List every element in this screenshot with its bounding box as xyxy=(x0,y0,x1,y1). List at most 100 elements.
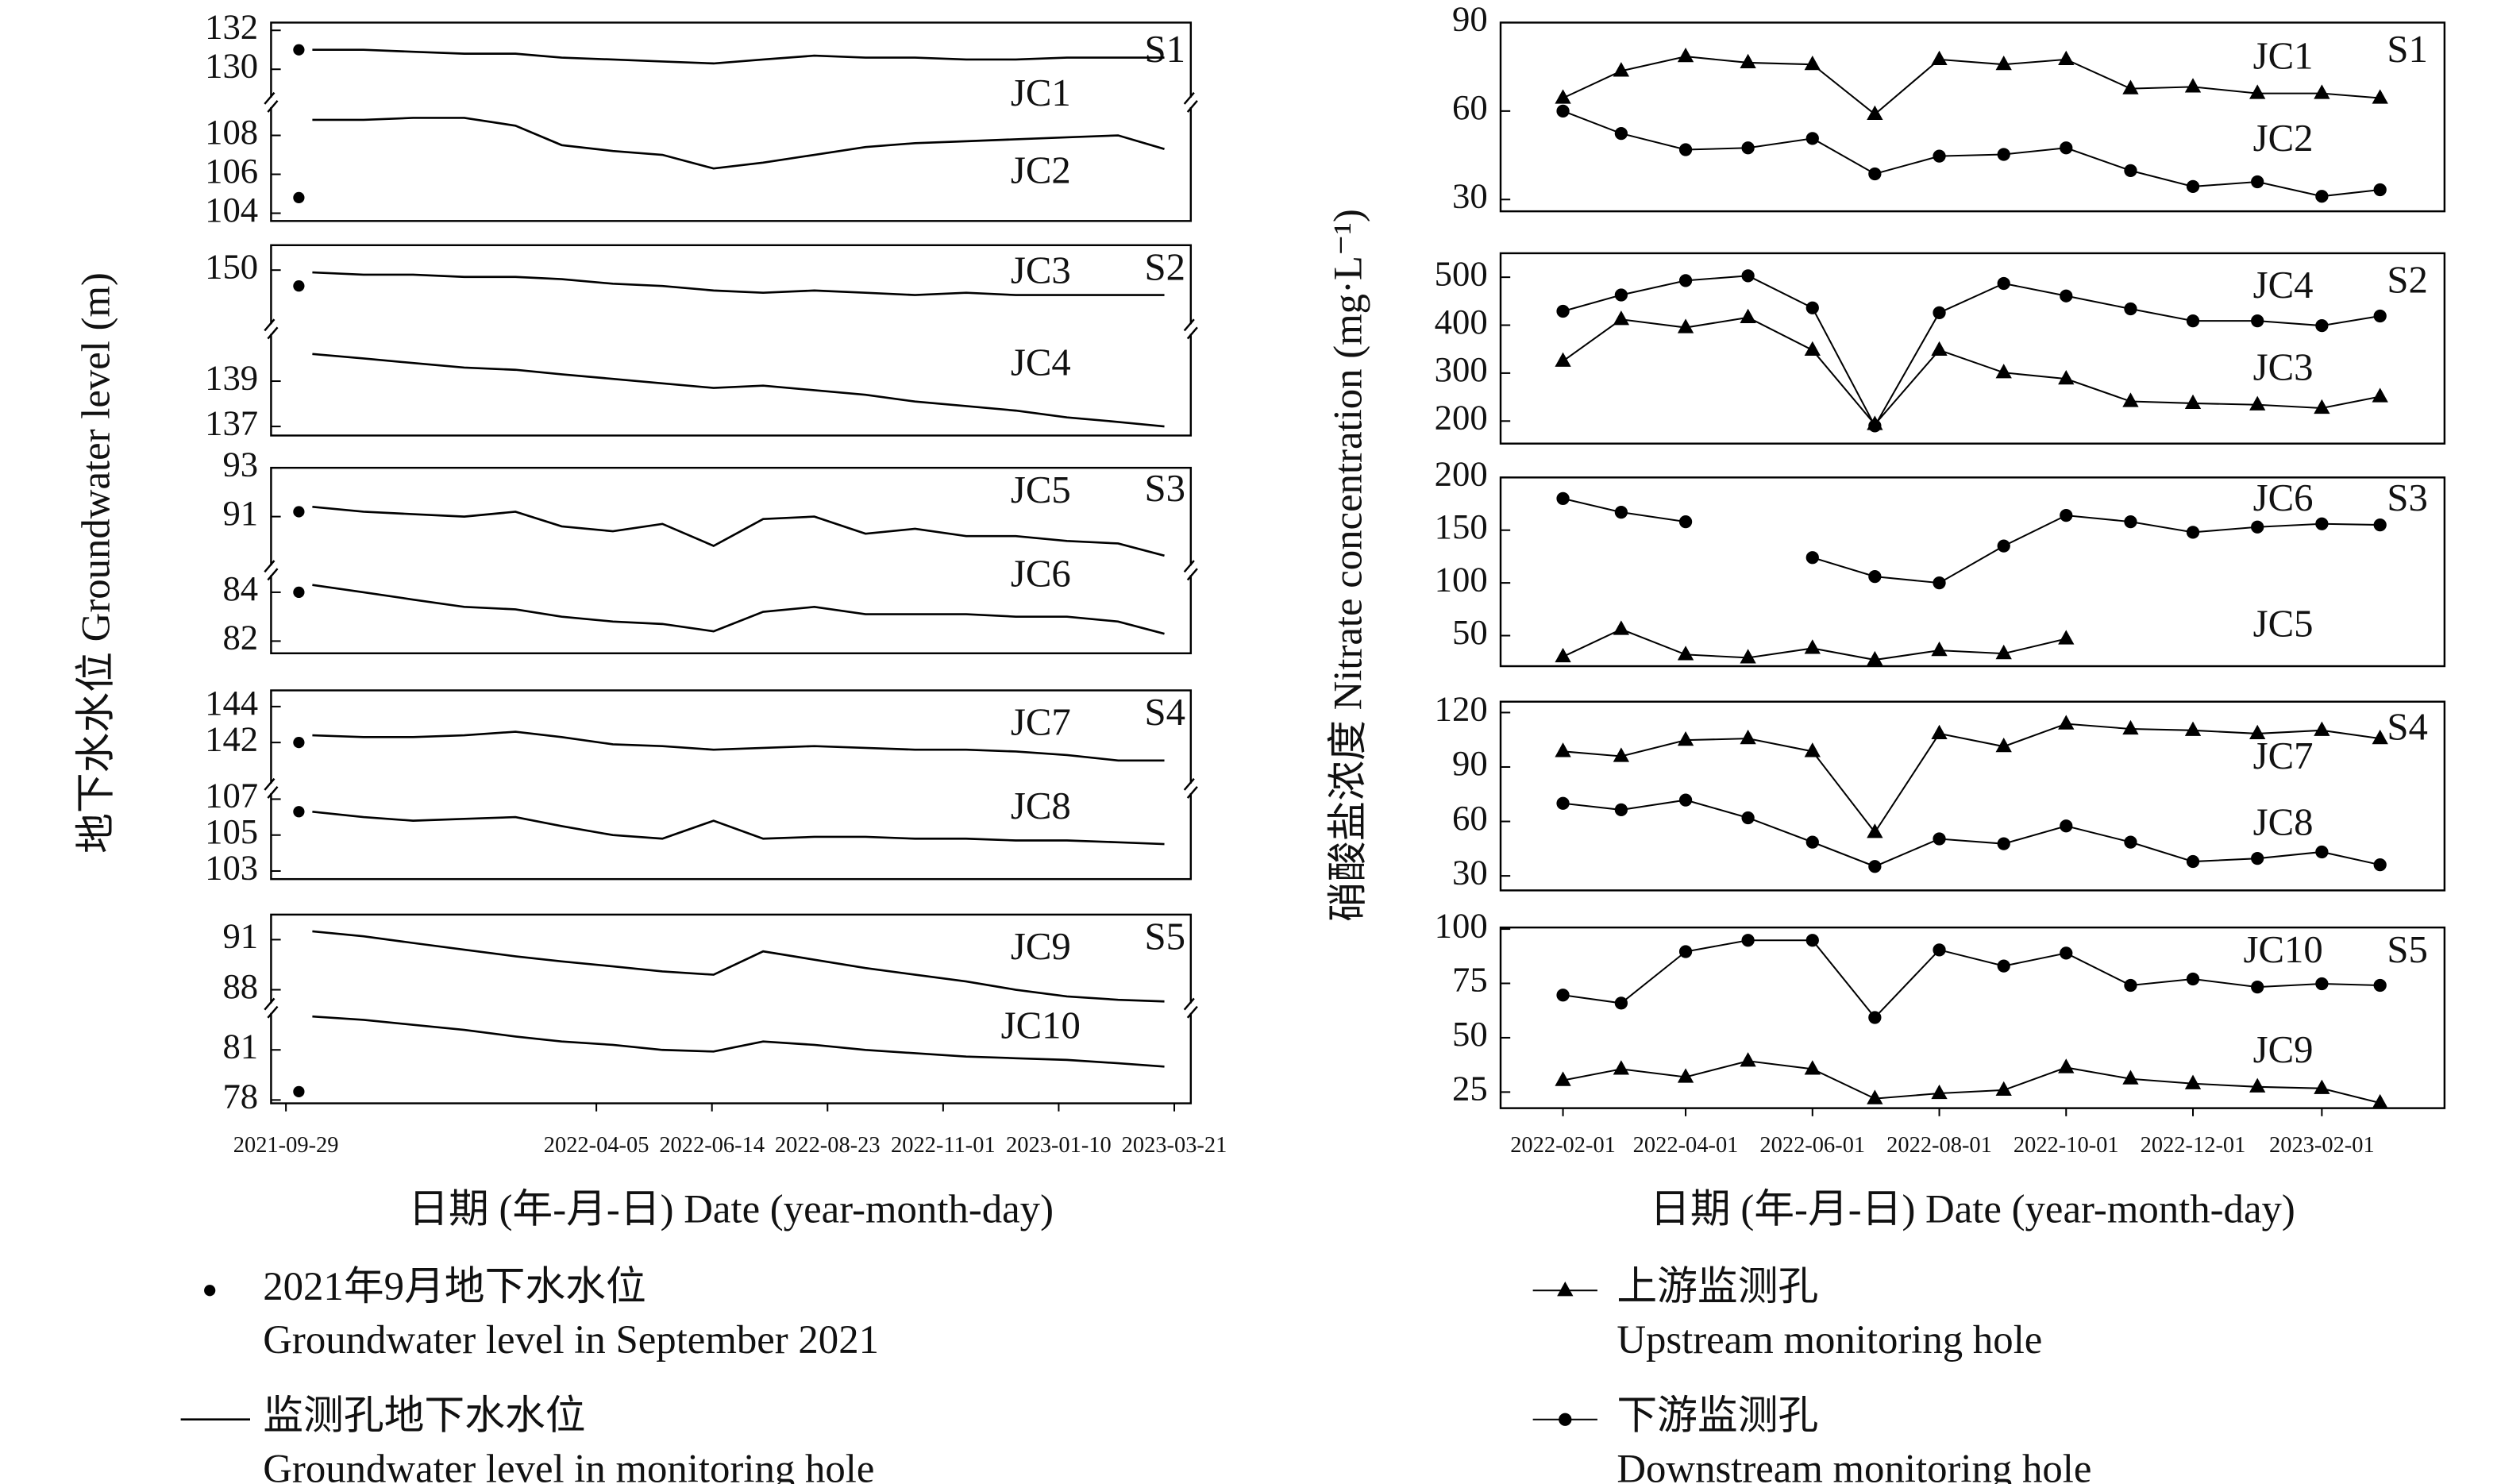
circle-marker xyxy=(2373,858,2387,872)
axis-break xyxy=(264,91,276,105)
triangle-marker xyxy=(1613,310,1630,326)
triangle-marker xyxy=(1867,650,1883,666)
y-tick-label: 104 xyxy=(205,190,258,229)
triangle-marker xyxy=(2372,1093,2388,1109)
station-label: S1 xyxy=(1145,28,1186,71)
axis-break xyxy=(264,318,276,332)
circle-marker xyxy=(1997,837,2010,850)
triangle-marker xyxy=(1931,1084,1948,1100)
triangle-marker xyxy=(2122,719,2139,735)
y-tick-label: 81 xyxy=(222,1027,258,1066)
circle-marker xyxy=(2124,515,2137,529)
panel-frame xyxy=(1499,700,2446,892)
circle-marker xyxy=(1933,149,1946,163)
x-tick-label: 2022-04-01 xyxy=(1633,1133,1739,1158)
circle-marker xyxy=(2060,509,2073,522)
circle-marker xyxy=(1556,989,1570,1002)
triangle-marker xyxy=(2184,78,2202,93)
panel-frame xyxy=(1499,21,2446,213)
circle-marker xyxy=(293,806,305,818)
x-tick-label: 2022-06-01 xyxy=(1759,1133,1865,1158)
triangle-marker xyxy=(2249,1077,2266,1093)
y-tick-label: 50 xyxy=(1452,1014,1488,1054)
x-axis-title: 日期 (年-月-日) Date (year-month-day) xyxy=(408,1186,1054,1231)
circle-marker xyxy=(2251,852,2264,865)
y-tick-label: 88 xyxy=(222,966,258,1006)
circle-marker xyxy=(1805,301,1819,314)
triangle-marker xyxy=(1804,742,1821,757)
circle-marker xyxy=(2060,141,2073,155)
axis-break xyxy=(267,786,279,799)
y-tick-label: 82 xyxy=(222,618,258,657)
axis-break xyxy=(264,997,276,1011)
axis-break xyxy=(267,100,279,113)
series-line xyxy=(312,117,1165,170)
circle-marker xyxy=(2124,978,2137,993)
circle-marker xyxy=(2060,819,2073,833)
triangle-marker xyxy=(1995,56,2012,71)
circle-marker xyxy=(2186,179,2200,194)
legend-text: 上游监测孔 xyxy=(1617,1264,1818,1309)
circle-marker xyxy=(2251,314,2264,328)
circle-marker xyxy=(2186,854,2200,869)
circle-marker xyxy=(1614,288,1628,302)
axis-break xyxy=(1183,777,1195,791)
y-tick-label: 500 xyxy=(1435,253,1488,293)
series-label: JC1 xyxy=(2253,34,2314,77)
triangle-marker xyxy=(1867,1089,1883,1104)
y-axis-title: 硝酸盐浓度 Nitrate concentration (mg·L⁻¹) xyxy=(1326,209,1370,922)
y-tick-label: 91 xyxy=(222,493,258,533)
legend-text: 监测孔地下水水位 xyxy=(263,1393,585,1437)
circle-marker xyxy=(1678,793,1693,807)
circle-marker xyxy=(1559,1413,1572,1426)
series-label: JC9 xyxy=(1011,925,1071,968)
series-line xyxy=(312,584,1165,635)
series-line xyxy=(1563,939,2380,1020)
series-line xyxy=(312,48,1165,65)
axis-break xyxy=(264,560,276,573)
series-label: JC6 xyxy=(1011,552,1071,595)
panel-frame xyxy=(1499,476,2446,668)
circle-marker xyxy=(2373,518,2387,532)
axis-break xyxy=(1186,786,1198,799)
triangle-marker xyxy=(1740,308,1756,323)
y-tick-label: 150 xyxy=(1435,507,1488,546)
circle-marker xyxy=(1556,796,1570,810)
circle-marker xyxy=(2251,520,2264,534)
triangle-marker xyxy=(1931,641,1948,657)
triangle-marker xyxy=(2058,715,2075,730)
triangle-marker xyxy=(2122,392,2139,407)
circle-marker xyxy=(1678,515,1693,529)
panel-frame xyxy=(270,244,1193,437)
x-tick-label: 2022-08-01 xyxy=(1886,1133,1992,1158)
y-tick-label: 400 xyxy=(1435,302,1488,341)
series-line xyxy=(312,1015,1165,1068)
triangle-marker xyxy=(1557,1282,1574,1297)
triangle-marker xyxy=(2314,721,2330,736)
axis-break xyxy=(1186,1005,1198,1019)
y-tick-label: 93 xyxy=(222,444,258,484)
triangle-marker xyxy=(1677,47,1694,63)
circle-marker xyxy=(2251,981,2264,994)
y-tick-label: 50 xyxy=(1452,612,1488,652)
station-label: S5 xyxy=(1145,915,1186,958)
axis-break xyxy=(1186,100,1198,113)
circle-marker xyxy=(1933,832,1946,846)
station-label: S3 xyxy=(2387,476,2428,519)
x-tick-label: 2022-11-01 xyxy=(891,1133,996,1158)
series-label: JC2 xyxy=(1011,149,1071,192)
y-tick-label: 75 xyxy=(1452,960,1488,1000)
series-line xyxy=(1563,110,2380,198)
circle-marker xyxy=(1805,934,1819,947)
series-line xyxy=(1563,275,2380,428)
y-tick-label: 108 xyxy=(205,112,258,152)
series-label: JC2 xyxy=(2253,117,2314,160)
series-label: JC4 xyxy=(1011,341,1071,384)
circle-marker xyxy=(1614,126,1628,141)
triangle-marker xyxy=(1555,1071,1571,1086)
y-tick-label: 103 xyxy=(205,847,258,887)
circle-marker xyxy=(2124,302,2137,316)
triangle-marker xyxy=(2249,84,2266,99)
y-tick-label: 78 xyxy=(222,1077,258,1116)
triangle-marker xyxy=(2058,50,2075,65)
